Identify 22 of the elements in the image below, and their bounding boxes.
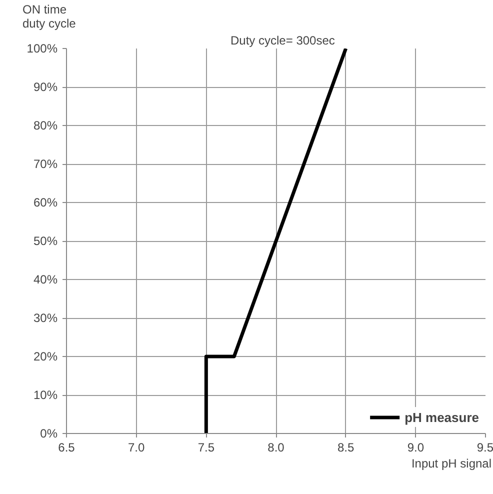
y-tick-label: 20% — [33, 350, 58, 364]
y-tick-label: 40% — [33, 272, 58, 286]
y-tick-label: 10% — [33, 388, 58, 402]
y-tick-label: 30% — [33, 311, 58, 325]
text: Duty cycle= 300sec — [230, 34, 335, 48]
y-tick-label: 60% — [33, 196, 58, 210]
y-tick-label: 100% — [26, 42, 58, 56]
y-tick-label: 0% — [40, 426, 58, 440]
x-tick-label: 7.0 — [128, 440, 145, 454]
y-tick-label: 70% — [33, 157, 58, 171]
legend-label: pH measure — [404, 410, 479, 424]
x-tick-label: 7.5 — [198, 440, 215, 454]
x-tick-label: 8.5 — [337, 440, 354, 454]
x-tick-label: 6.5 — [58, 440, 76, 454]
y-axis-title: ON time duty cycle — [22, 2, 76, 30]
x-tick-label: 9.5 — [476, 440, 493, 454]
x-tick-label: 9.0 — [407, 440, 424, 454]
x-tick-label: 8.0 — [268, 440, 285, 454]
x-axis-title: Input pH signal — [411, 456, 492, 470]
y-tick-label: 80% — [33, 118, 58, 132]
y-tick-label: 90% — [33, 80, 58, 94]
y-tick-label: 50% — [33, 234, 58, 248]
